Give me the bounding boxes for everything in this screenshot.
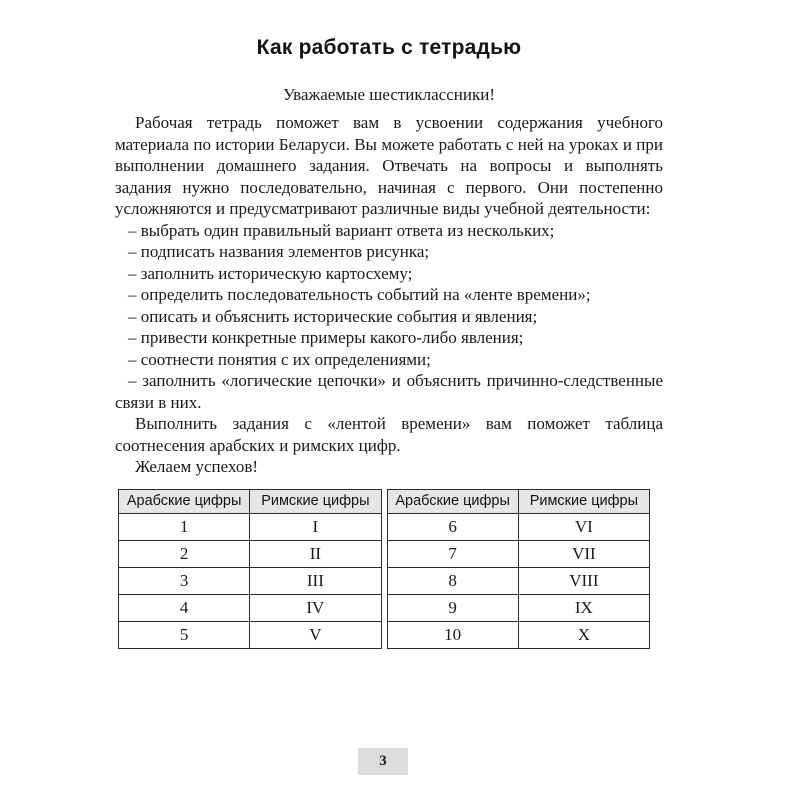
arabic-cell: 9: [386, 593, 519, 622]
roman-cell: V: [249, 620, 382, 649]
activity-item: – заполнить историческую картосхему;: [128, 263, 413, 283]
table-row: 10 X: [386, 620, 651, 649]
numerals-table-left: Арабские цифры Римские цифры 1 I 2 II 3: [117, 488, 382, 649]
table-row: 9 IX: [386, 593, 651, 622]
roman-cell: VI: [517, 512, 651, 541]
table-row: 6 VI: [386, 512, 651, 541]
table-row: 4 IV: [117, 593, 382, 622]
page-number-box: 3: [358, 748, 408, 775]
activity-item: – соотнести понятия с их определениями;: [128, 349, 431, 369]
table-row: 5 V: [117, 620, 382, 649]
arabic-cell: 7: [386, 539, 519, 568]
arabic-cell: 6: [386, 512, 519, 541]
roman-cell: X: [517, 620, 651, 649]
table-row: 2 II: [117, 539, 382, 568]
page-title: Как работать с тетрадью: [256, 36, 522, 59]
table-header-cell: Римские цифры: [249, 488, 382, 514]
roman-cell: I: [249, 512, 382, 541]
table-row: 7 VII: [386, 539, 651, 568]
table-header-cell: Арабские цифры: [117, 488, 251, 514]
activity-item: – заполнить «логические цепочки» и объяс…: [115, 371, 663, 412]
activity-item: – описать и объяснить исторические событ…: [128, 306, 538, 326]
arabic-cell: 1: [117, 512, 251, 541]
arabic-cell: 4: [117, 593, 251, 622]
table-header-row: Арабские цифры Римские цифры: [117, 488, 382, 514]
table-header-cell: Арабские цифры: [386, 488, 519, 514]
activity-item: – подписать названия элементов рисунка;: [128, 242, 430, 261]
page-content: Как работать с тетрадью Уважаемые шестик…: [115, 28, 663, 649]
table-row: 1 I: [117, 512, 382, 541]
activity-item: – привести конкретные примеры какого-либ…: [128, 328, 524, 347]
roman-cell: IX: [517, 593, 651, 622]
table-row: 8 VIII: [386, 566, 651, 595]
timeline-paragraph: Выполнить задания с «лентой времени» вам…: [115, 414, 663, 455]
roman-cell: III: [249, 566, 382, 595]
roman-cell: II: [249, 539, 382, 568]
arabic-cell: 5: [117, 620, 251, 649]
roman-cell: VIII: [517, 566, 651, 595]
numerals-tables: Арабские цифры Римские цифры 1 I 2 II 3: [117, 488, 651, 649]
arabic-cell: 3: [117, 566, 251, 595]
activity-item: – выбрать один правильный вариант ответа…: [128, 220, 555, 240]
activity-item: – определить последовательность событий …: [128, 285, 591, 304]
table-header-cell: Римские цифры: [517, 488, 651, 514]
table-row: 3 III: [117, 566, 382, 595]
table-header-row: Арабские цифры Римские цифры: [386, 488, 651, 514]
arabic-cell: 8: [386, 566, 519, 595]
arabic-cell: 10: [386, 620, 519, 649]
numerals-table-right: Арабские цифры Римские цифры 6 VI 7 VII …: [386, 488, 651, 649]
roman-cell: IV: [249, 593, 382, 622]
arabic-cell: 2: [117, 539, 251, 568]
roman-cell: VII: [517, 539, 651, 568]
salutation: Уважаемые шестиклассники!: [282, 85, 495, 104]
intro-paragraph: Рабочая тетрадь поможет вам в усвоении с…: [115, 113, 663, 218]
activities-list: – выбрать один правильный вариант ответа…: [115, 220, 663, 414]
page-number: 3: [379, 753, 387, 769]
wishes-paragraph: Желаем успехов!: [135, 457, 259, 476]
